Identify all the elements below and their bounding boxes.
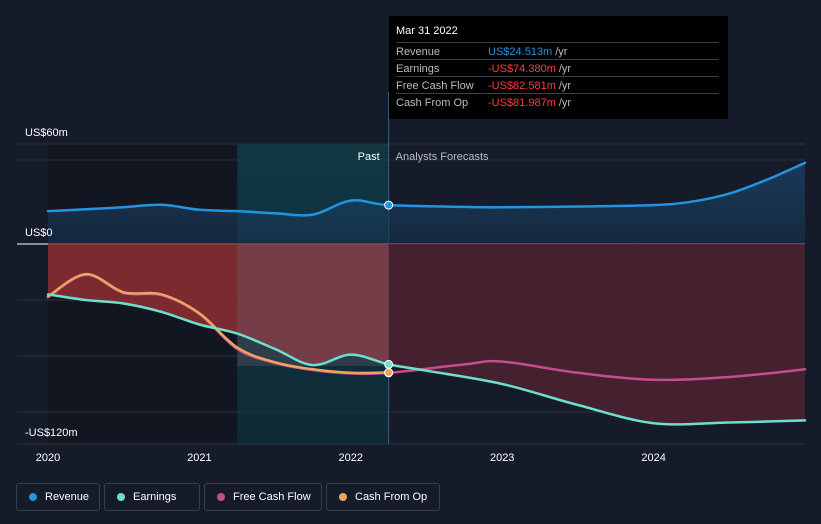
legend-label: Cash From Op (355, 491, 428, 503)
marker-earnings (384, 359, 394, 369)
tooltip-unit: /yr (558, 63, 572, 75)
tooltip-unit: /yr (555, 46, 568, 58)
tooltip-value: -US$82.581m (488, 80, 556, 92)
legend-label: Free Cash Flow (233, 491, 311, 503)
tooltip-row-earnings: Earnings -US$74.380m/yr (396, 59, 719, 77)
series-line-earnings (46, 293, 807, 426)
tooltip-row-cash-from-op: Cash From Op -US$81.987m/yr (396, 93, 719, 111)
series-line-cash-from-op (46, 272, 390, 375)
tooltip-value: -US$74.380m (488, 63, 556, 75)
tooltip-row-revenue: Revenue US$24.513m/yr (396, 42, 719, 60)
revenue-area (48, 162, 805, 244)
tooltip-value: -US$81.987m (488, 97, 556, 109)
forecast-label: Analysts Forecasts (396, 151, 489, 163)
tooltip-unit: /yr (558, 97, 572, 109)
tooltip-date: Mar 31 2022 (396, 25, 458, 37)
x-tick-label: 2024 (641, 452, 665, 464)
highlight-overlay (237, 244, 389, 366)
marker-cash-from-op (384, 368, 394, 378)
tooltip-label: Cash From Op (396, 97, 469, 109)
x-tick-label: 2021 (187, 452, 211, 464)
y-tick-label: US$0 (25, 227, 53, 239)
series-line-revenue (46, 161, 807, 217)
tooltip-label: Free Cash Flow (396, 80, 474, 92)
legend-label: Earnings (133, 491, 177, 503)
tooltip-value: US$24.513m (488, 46, 553, 58)
earnings-area-past (48, 244, 389, 366)
tooltip-label: Revenue (396, 46, 441, 58)
past-label: Past (358, 151, 380, 163)
legend-dot-icon (339, 493, 347, 501)
legend-dot-icon (217, 493, 225, 501)
legend-item-cash-from-op[interactable]: Cash From Op (326, 483, 440, 511)
tooltip-label: Earnings (396, 63, 440, 75)
y-tick-label: -US$120m (25, 427, 78, 439)
tooltip: Mar 31 2022 Revenue US$24.513m/yr Earnin… (389, 16, 728, 119)
legend-dot-icon (117, 493, 125, 501)
marker-revenue (384, 200, 394, 210)
tooltip-unit: /yr (558, 80, 572, 92)
x-tick-label: 2023 (490, 452, 514, 464)
y-tick-label: US$60m (25, 127, 68, 139)
x-tick-label: 2020 (36, 452, 60, 464)
legend-item-earnings[interactable]: Earnings (104, 483, 200, 511)
legend-item-revenue[interactable]: Revenue (16, 483, 100, 511)
legend-label: Revenue (45, 491, 90, 503)
x-tick-label: 2022 (339, 452, 363, 464)
tooltip-row-free-cash-flow: Free Cash Flow -US$82.581m/yr (396, 76, 719, 94)
legend-item-free-cash-flow[interactable]: Free Cash Flow (204, 483, 322, 511)
legend-dot-icon (29, 493, 37, 501)
